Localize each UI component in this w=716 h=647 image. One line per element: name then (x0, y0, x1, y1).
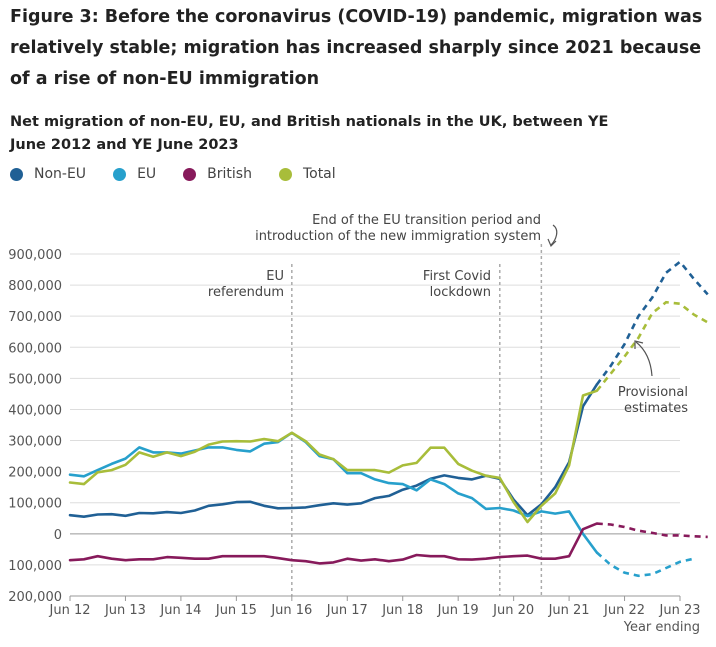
x-tick-label: Jun 21 (548, 603, 590, 618)
x-tick-label: Jun 19 (437, 603, 479, 618)
y-tick-label: 800,000 (8, 279, 62, 294)
y-tick-label: 200,000 (8, 590, 62, 605)
series-line-eu (68, 431, 599, 554)
y-tick-label: 400,000 (8, 403, 62, 418)
x-tick-label: Jun 13 (104, 603, 146, 618)
series-line-eu-provisional (595, 551, 695, 578)
first-covid-lockdown-label: lockdown (430, 285, 491, 300)
provisional-arrowhead (634, 340, 644, 349)
x-tick-label: Jun 12 (49, 603, 91, 618)
y-tick-label: 500,000 (8, 372, 62, 387)
provisional-estimates-label: estimates (624, 401, 688, 416)
y-tick-label: 200,000 (8, 466, 62, 481)
y-tick-label: 600,000 (8, 341, 62, 356)
figure-title: Figure 3: Before the coronavirus (COVID-… (10, 7, 703, 89)
eu-referendum-label: EU (266, 269, 284, 284)
x-tick-label: Jun 18 (381, 603, 423, 618)
series-line-total-provisional (595, 300, 709, 392)
x-tick-label: Jun 22 (603, 603, 645, 618)
eu-transition-arrow (550, 224, 558, 246)
grid-lines (70, 253, 680, 597)
series-line-british (68, 522, 599, 565)
x-tick-label: Jun 14 (159, 603, 201, 618)
first-covid-lockdown-label: First Covid (423, 269, 491, 284)
legend-label-british: British (207, 166, 252, 182)
series-line-non-eu-provisional (595, 259, 709, 386)
legend: Non-EU EU British Total (10, 164, 363, 184)
x-tick-label: Jun 23 (659, 603, 701, 618)
series-line-british-provisional (596, 522, 708, 539)
y-tick-label: 900,000 (8, 248, 62, 263)
legend-item-eu: EU (113, 166, 156, 182)
y-tick-label: 100,000 (8, 559, 62, 574)
x-tick-label: Jun 20 (492, 603, 534, 618)
y-tick-label: 300,000 (8, 435, 62, 450)
eu-transition-label: introduction of the new immigration syst… (255, 229, 541, 244)
legend-swatch-british (183, 167, 197, 181)
legend-item-british: British (183, 166, 252, 182)
axes: 900,000 800,000 700,000 600,000 500,000 400,0… (8, 248, 700, 635)
eu-transition-label: End of the EU transition period and (312, 213, 541, 228)
x-tick-label: Jun 17 (326, 603, 368, 618)
x-tick-label: Jun 15 (215, 603, 257, 618)
legend-label-total: Total (302, 166, 336, 182)
chart-title: Net migration of non-EU, EU, and British… (10, 114, 609, 153)
legend-swatch-eu (113, 167, 127, 181)
provisional-arrow (635, 341, 653, 377)
legend-label-non-eu: Non-EU (34, 166, 87, 182)
event-lines (291, 244, 543, 596)
legend-item-non-eu: Non-EU (10, 166, 86, 182)
y-tick-label: 0 (54, 528, 62, 543)
series-lines (68, 259, 709, 578)
legend-item-total: Total (278, 166, 336, 182)
legend-swatch-total (278, 167, 292, 181)
legend-swatch-non-eu (10, 167, 23, 181)
y-tick-label: 100,000 (8, 497, 62, 512)
eu-transition-arrowhead (547, 238, 557, 248)
x-tick-label: Jun 16 (270, 603, 312, 618)
y-tick-label: 700,000 (8, 310, 62, 325)
provisional-estimates-label: Provisional (618, 385, 688, 400)
series-line-total (68, 389, 599, 524)
eu-referendum-label: referendum (208, 285, 284, 300)
legend-label-eu: EU (137, 166, 157, 182)
x-axis-title: Year ending (623, 620, 700, 635)
